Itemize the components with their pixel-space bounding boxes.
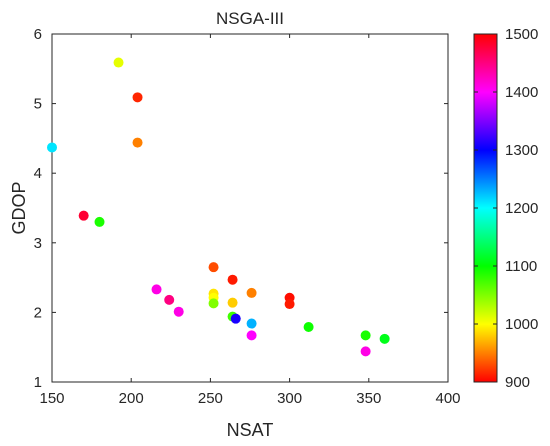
y-axis: 1 2 3 4 5 6: [34, 26, 448, 391]
scatter-point: [379, 333, 390, 344]
y-tick-label: 5: [34, 96, 42, 113]
scatter-point: [173, 306, 184, 317]
y-tick-label: 6: [34, 26, 42, 43]
scatter-point: [132, 92, 143, 103]
scatter-point: [164, 294, 175, 305]
scatter-point: [47, 142, 57, 153]
colorbar-tick-label: 1200: [505, 200, 538, 217]
y-tick-label: 4: [34, 165, 42, 182]
scatter-point: [360, 346, 371, 357]
x-axis-label: NSAT: [227, 420, 274, 440]
scatter-point: [78, 210, 89, 221]
x-axis: 150 200 250 300 350 400: [39, 34, 461, 407]
chart-title: NSGA-III: [216, 9, 284, 28]
plot-frame: [51, 33, 449, 383]
colorbar-tick-label: 900: [505, 374, 530, 391]
x-tick-label: 400: [435, 390, 460, 407]
data-points: [47, 57, 390, 357]
y-tick-label: 3: [34, 235, 42, 252]
y-tick-label: 1: [34, 374, 42, 391]
scatter-point: [284, 299, 295, 310]
scatter-point: [227, 274, 238, 285]
x-tick-label: 250: [198, 390, 223, 407]
colorbar-tick-label: 1400: [505, 84, 538, 101]
colorbar-tick-label: 1000: [505, 316, 538, 333]
colorbar-ticks: 900 1000 1100 1200 1300 1400 1500: [474, 26, 538, 391]
scatter-point: [230, 313, 241, 324]
scatter-point: [246, 330, 257, 341]
scatter-point: [208, 262, 219, 273]
scatter-point: [246, 318, 257, 329]
x-tick-label: 300: [277, 390, 302, 407]
scatter-point: [208, 298, 219, 309]
colorbar: 900 1000 1100 1200 1300 1400 1500: [473, 26, 538, 391]
x-tick-label: 150: [39, 390, 64, 407]
scatter-point: [303, 322, 314, 333]
scatter-point: [94, 216, 105, 227]
scatter-point: [132, 137, 143, 148]
scatter-point: [227, 297, 238, 308]
colorbar-tick-label: 1500: [505, 26, 538, 43]
scatter-point: [151, 284, 162, 295]
y-axis-label: GDOP: [9, 181, 29, 234]
scatter-point: [246, 287, 257, 298]
plot-area: 150 200 250 300 350 400 1 2 3 4 5 6: [34, 26, 461, 407]
colorbar-tick-label: 1300: [505, 142, 538, 159]
scatter-point: [113, 57, 124, 68]
scatter-point: [360, 330, 371, 341]
colorbar-tick-label: 1100: [505, 258, 537, 275]
x-tick-label: 350: [356, 390, 381, 407]
x-tick-label: 200: [119, 390, 144, 407]
y-tick-label: 2: [34, 304, 42, 321]
